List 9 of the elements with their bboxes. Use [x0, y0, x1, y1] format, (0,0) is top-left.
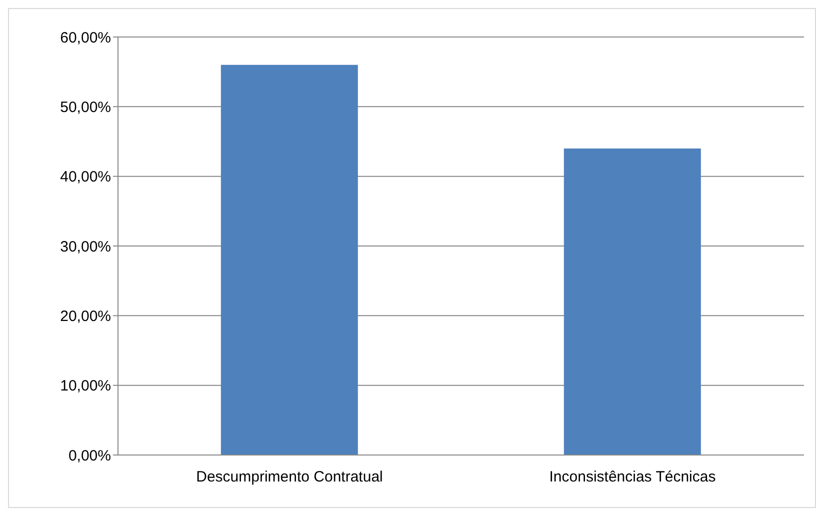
y-tick-label: 0,00% — [68, 447, 111, 464]
y-tick-label: 10,00% — [60, 378, 111, 395]
x-tick-label: Inconsistências Técnicas — [549, 468, 716, 486]
x-tick-label: Descumprimento Contratual — [196, 468, 383, 486]
y-tick-label: 60,00% — [60, 29, 111, 46]
y-tick-label: 40,00% — [60, 168, 111, 186]
y-tick-label: 50,00% — [60, 98, 111, 116]
y-tick-label: 20,00% — [60, 308, 111, 325]
y-tick-label: 30,00% — [60, 238, 111, 256]
